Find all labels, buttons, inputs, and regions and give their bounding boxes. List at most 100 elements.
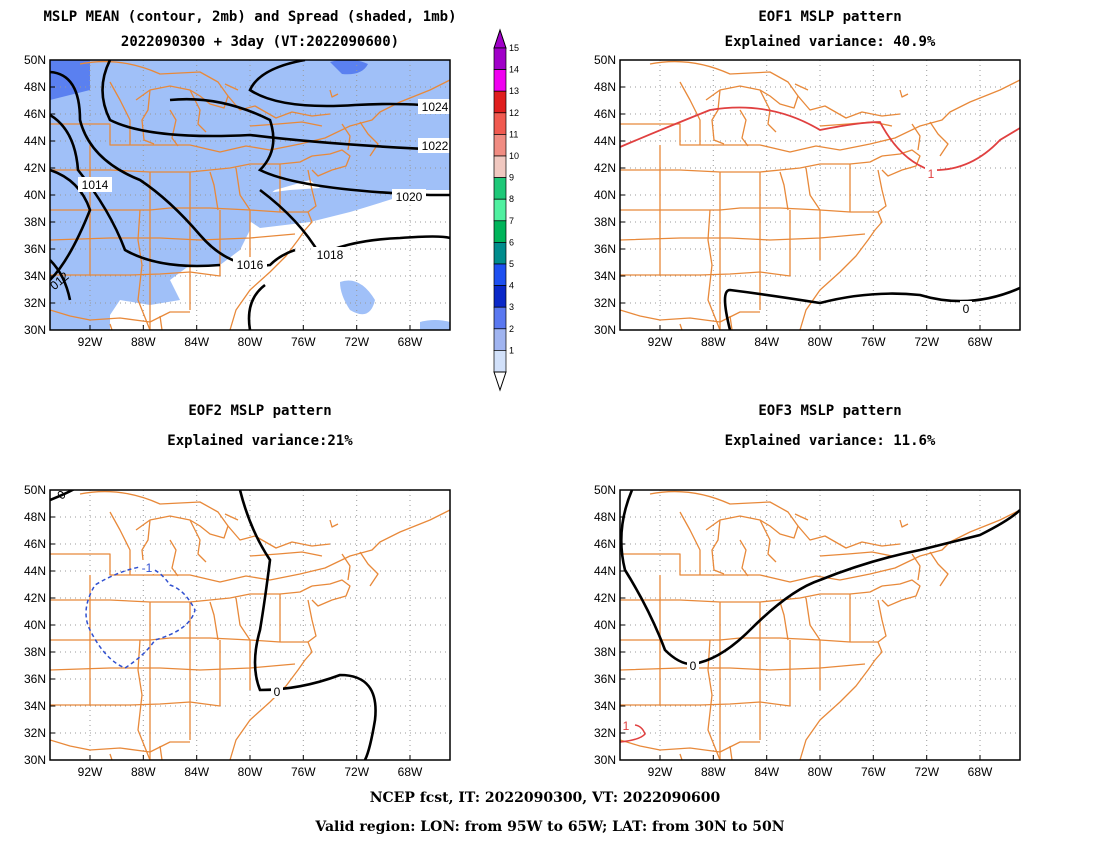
- eof3-label-pos: 1: [623, 719, 630, 733]
- lon-tick-label: 68W: [398, 765, 423, 779]
- lon-tick-label: 80W: [808, 765, 833, 779]
- lat-tick-label: 34N: [24, 269, 46, 283]
- colorbar-label: 1: [509, 345, 514, 355]
- lat-tick-label: 38N: [594, 645, 616, 659]
- lat-tick-label: 40N: [594, 618, 616, 632]
- contour-label-1020: 1020: [396, 190, 423, 204]
- eof1-contours: [620, 106, 1020, 330]
- lat-tick-label: 32N: [24, 726, 46, 740]
- colorbar-label: 11: [509, 129, 518, 139]
- eof1-label-pos: 1: [928, 167, 935, 181]
- lon-tick-label: 76W: [291, 335, 316, 349]
- lat-tick-label: 42N: [24, 591, 46, 605]
- eof3-contours: [620, 490, 1020, 743]
- lat-tick-label: 36N: [594, 242, 616, 256]
- eof2-contours: [50, 490, 377, 760]
- lon-tick-label: 68W: [398, 335, 423, 349]
- eof1-variance: Explained variance: 40.9%: [724, 34, 936, 50]
- colorbar-swatch: [493, 90, 507, 114]
- lon-tick-label: 76W: [291, 765, 316, 779]
- lat-tick-label: 32N: [594, 296, 616, 310]
- lat-tick-label: 40N: [594, 188, 616, 202]
- spread-colorbar: 15 14 13 12 11 10 9 8 7 6 5 4 3 2 1: [493, 28, 519, 392]
- lat-tick-label: 46N: [24, 107, 46, 121]
- colorbar-label: 10: [509, 151, 519, 161]
- lat-tick-label: 50N: [24, 53, 46, 67]
- lat-tick-label: 50N: [24, 483, 46, 497]
- contour-label-1018: 1018: [317, 248, 344, 262]
- lat-tick-label: 40N: [24, 188, 46, 202]
- lon-tick-label: 72W: [914, 335, 939, 349]
- lon-tick-label: 92W: [78, 765, 103, 779]
- colorbar-label: 3: [509, 302, 514, 312]
- lon-tick-label: 84W: [754, 335, 779, 349]
- colorbar-label: 6: [509, 237, 514, 247]
- lat-tick-label: 44N: [594, 564, 616, 578]
- colorbar-label: 15: [509, 43, 519, 53]
- lat-tick-label: 30N: [594, 323, 616, 337]
- lat-tick-label: 38N: [24, 645, 46, 659]
- colorbar-swatch: [493, 198, 507, 222]
- lat-tick-label: 50N: [594, 53, 616, 67]
- lat-tick-label: 46N: [594, 537, 616, 551]
- lat-tick-label: 48N: [594, 510, 616, 524]
- lon-tick-label: 72W: [914, 765, 939, 779]
- colorbar-label: 14: [509, 65, 519, 75]
- eof3-variance: Explained variance: 11.6%: [724, 433, 936, 449]
- lon-tick-label: 84W: [184, 765, 209, 779]
- eof2-panel: 0 -1 0: [49, 487, 451, 761]
- mean-panel-title: MSLP MEAN (contour, 2mb) and Spread (sha…: [43, 9, 457, 25]
- eof1-label-zero: 0: [963, 302, 970, 316]
- eof2-title: EOF2 MSLP pattern: [188, 403, 332, 419]
- colorbar-swatch: [493, 155, 507, 178]
- lon-tick-label: 76W: [861, 765, 886, 779]
- lat-tick-label: 44N: [24, 134, 46, 148]
- colorbar-min-arrow: [493, 371, 507, 392]
- footer-line1: NCEP fcst, IT: 2022090300, VT: 202209060…: [369, 790, 721, 806]
- contour-label-1024: 1024: [422, 100, 449, 114]
- lat-tick-label: 48N: [24, 510, 46, 524]
- mean-panel: 1024 1022 1020 1018 1016 1014 012: [47, 59, 452, 331]
- lat-tick-label: 34N: [594, 269, 616, 283]
- colorbar-label: 4: [509, 281, 514, 291]
- lon-tick-label: 72W: [344, 765, 369, 779]
- lat-tick-label: 46N: [594, 107, 616, 121]
- lat-tick-label: 30N: [24, 753, 46, 767]
- colorbar-swatch: [493, 69, 507, 92]
- eof2-variance: Explained variance:21%: [167, 433, 353, 449]
- eof3-panel: 0 1: [619, 489, 1021, 761]
- mslp-contours: [50, 60, 450, 330]
- colorbar-label: 7: [509, 216, 514, 226]
- lon-tick-label: 68W: [968, 765, 993, 779]
- lon-tick-label: 92W: [648, 335, 673, 349]
- eof1-title: EOF1 MSLP pattern: [758, 9, 902, 25]
- lat-tick-label: 38N: [24, 215, 46, 229]
- colorbar-swatch: [493, 134, 507, 157]
- contour-label-1022: 1022: [422, 139, 449, 153]
- eof2-label-zero: 0: [274, 685, 281, 699]
- lat-tick-label: 36N: [24, 672, 46, 686]
- mean-panel-subtitle: 2022090300 + 3day (VT:2022090600): [120, 34, 400, 50]
- colorbar-max-arrow: [493, 28, 507, 49]
- lat-tick-label: 48N: [24, 80, 46, 94]
- colorbar-swatch: [493, 350, 507, 373]
- lat-tick-label: 30N: [594, 753, 616, 767]
- colorbar-label: 5: [509, 259, 514, 269]
- lon-tick-label: 84W: [184, 335, 209, 349]
- colorbar-swatch: [493, 263, 507, 286]
- lat-tick-label: 30N: [24, 323, 46, 337]
- lon-tick-label: 68W: [968, 335, 993, 349]
- lat-tick-label: 48N: [594, 80, 616, 94]
- lat-tick-label: 34N: [594, 699, 616, 713]
- colorbar-swatch: [493, 285, 507, 308]
- lon-tick-label: 84W: [754, 765, 779, 779]
- lat-tick-label: 42N: [24, 161, 46, 175]
- colorbar-label: 2: [509, 324, 514, 334]
- colorbar-swatch: [493, 47, 507, 70]
- lon-tick-label: 80W: [238, 765, 263, 779]
- colorbar-label: 9: [509, 173, 514, 183]
- footer-line2: Valid region: LON: from 95W to 65W; LAT:…: [315, 819, 785, 835]
- colorbar-swatch: [493, 112, 507, 135]
- colorbar-label: 13: [509, 86, 519, 96]
- lon-tick-label: 72W: [344, 335, 369, 349]
